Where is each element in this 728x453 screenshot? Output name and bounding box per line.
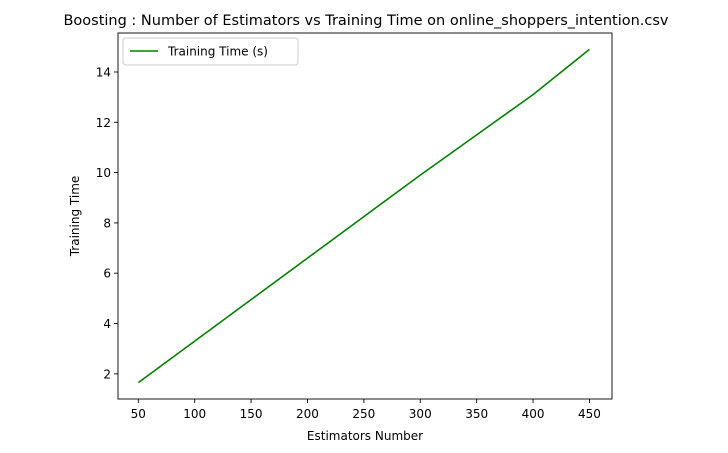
x-tick-label: 100 bbox=[183, 407, 206, 421]
x-tick-label: 200 bbox=[296, 407, 319, 421]
x-tick-label: 250 bbox=[352, 407, 375, 421]
y-tick-label: 2 bbox=[103, 367, 111, 381]
legend: Training Time (s) bbox=[122, 37, 299, 66]
y-axis-ticks: 2 4 6 8 10 12 14 bbox=[96, 65, 118, 381]
series-line-0 bbox=[137, 48, 590, 384]
y-tick-label: 8 bbox=[103, 216, 111, 230]
y-tick-label: 14 bbox=[96, 65, 111, 79]
legend-box bbox=[122, 37, 299, 66]
y-tick-label: 4 bbox=[103, 317, 111, 331]
chart-title: Boosting : Number of Estimators vs Train… bbox=[63, 13, 668, 29]
x-tick-label: 150 bbox=[240, 407, 263, 421]
x-tick-label: 400 bbox=[522, 407, 545, 421]
x-tick-label: 450 bbox=[578, 407, 601, 421]
x-tick-label: 300 bbox=[409, 407, 432, 421]
x-tick-label: 350 bbox=[465, 407, 488, 421]
y-tick-label: 10 bbox=[96, 166, 111, 180]
y-tick-label: 6 bbox=[103, 267, 111, 281]
x-axis-label: Estimators Number bbox=[307, 429, 423, 443]
x-axis-ticks: 50 100 150 200 250 300 350 400 450 bbox=[131, 399, 601, 421]
x-tick-label: 50 bbox=[131, 407, 146, 421]
series-layer bbox=[137, 48, 590, 384]
y-axis-label: Training Time bbox=[68, 176, 82, 258]
y-tick-label: 12 bbox=[96, 116, 111, 130]
legend-label: Training Time (s) bbox=[167, 45, 268, 59]
